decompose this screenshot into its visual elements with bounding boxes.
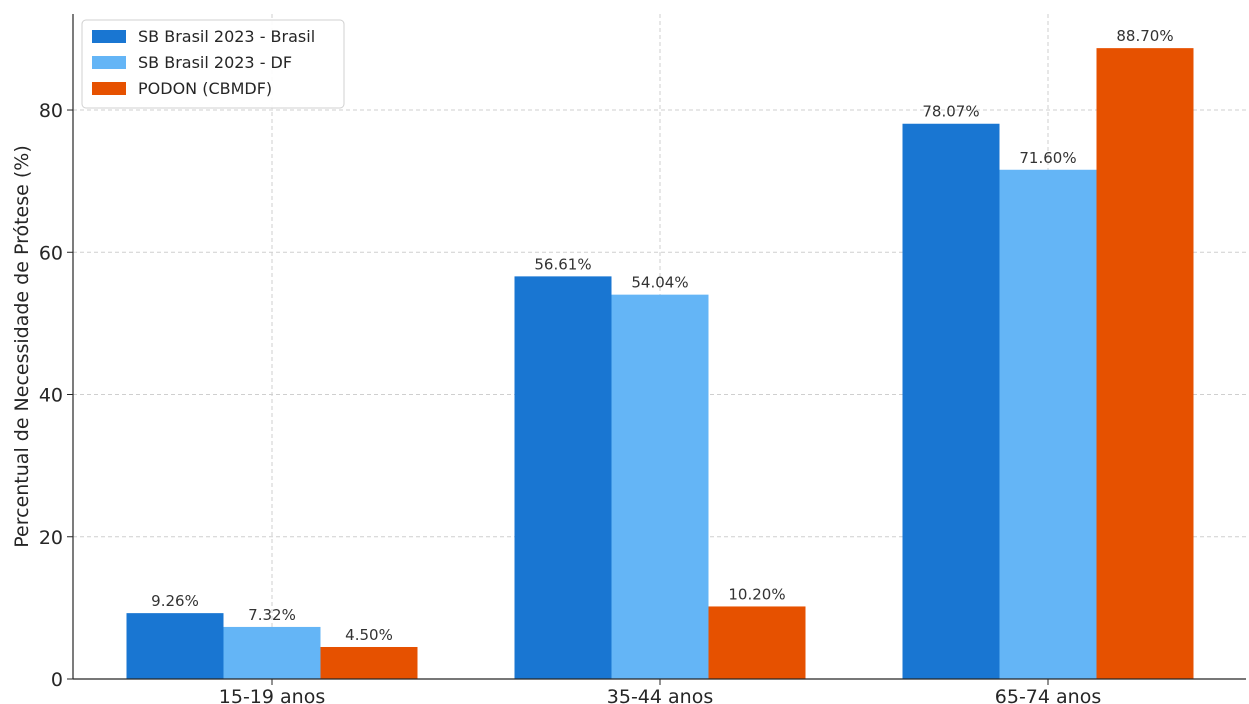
y-tick-label: 40 (39, 385, 63, 407)
axes: 0 20 40 60 80 15-19 anos 35-44 anos 65-74 anos P… (11, 14, 1246, 704)
bar-1-1 (126, 613, 224, 679)
data-label: 78.07% (922, 103, 979, 121)
x-tick-label: 65-74 anos (995, 686, 1101, 704)
legend-box (81, 19, 345, 109)
data-label: 88.70% (1116, 27, 1173, 45)
bar-1-3 (902, 123, 1000, 679)
bar-2-1 (223, 626, 321, 679)
legend-label: PODON (CBMDF) (138, 79, 272, 98)
data-label: 9.26% (151, 592, 199, 610)
x-tick-label: 35-44 anos (607, 686, 713, 704)
legend-label: SB Brasil 2023 - Brasil (138, 27, 315, 46)
y-axis-label: Percentual de Necessidade de Prótese (%) (11, 145, 33, 547)
data-label: 7.32% (248, 606, 296, 624)
data-label: 54.04% (631, 274, 688, 292)
y-tick-label: 0 (51, 669, 63, 691)
bars (126, 48, 1194, 680)
bar-1-2 (514, 276, 612, 679)
legend-label: SB Brasil 2023 - DF (138, 53, 292, 72)
legend-swatch (92, 30, 126, 43)
data-label: 10.20% (728, 585, 785, 603)
legend: SB Brasil 2023 - Brasil SB Brasil 2023 - … (81, 19, 345, 109)
bar-3-3 (1096, 48, 1194, 679)
bar-2-3 (999, 169, 1097, 680)
data-label: 56.61% (534, 255, 591, 273)
bar-2-2 (611, 294, 709, 679)
bar-3-1 (320, 646, 418, 679)
data-labels: 9.26% 7.32% 4.50% 56.61% 54.04% 10.20% 78.07% 7… (151, 27, 1173, 644)
data-label: 4.50% (345, 626, 393, 644)
y-tick-label: 60 (39, 242, 63, 264)
bar-3-2 (708, 606, 806, 679)
y-tick-label: 80 (39, 100, 63, 122)
legend-swatch (92, 56, 126, 69)
legend-swatch (92, 82, 126, 95)
y-tick-label: 20 (39, 527, 63, 549)
data-label: 71.60% (1019, 149, 1076, 167)
x-tick-label: 15-19 anos (219, 686, 325, 704)
